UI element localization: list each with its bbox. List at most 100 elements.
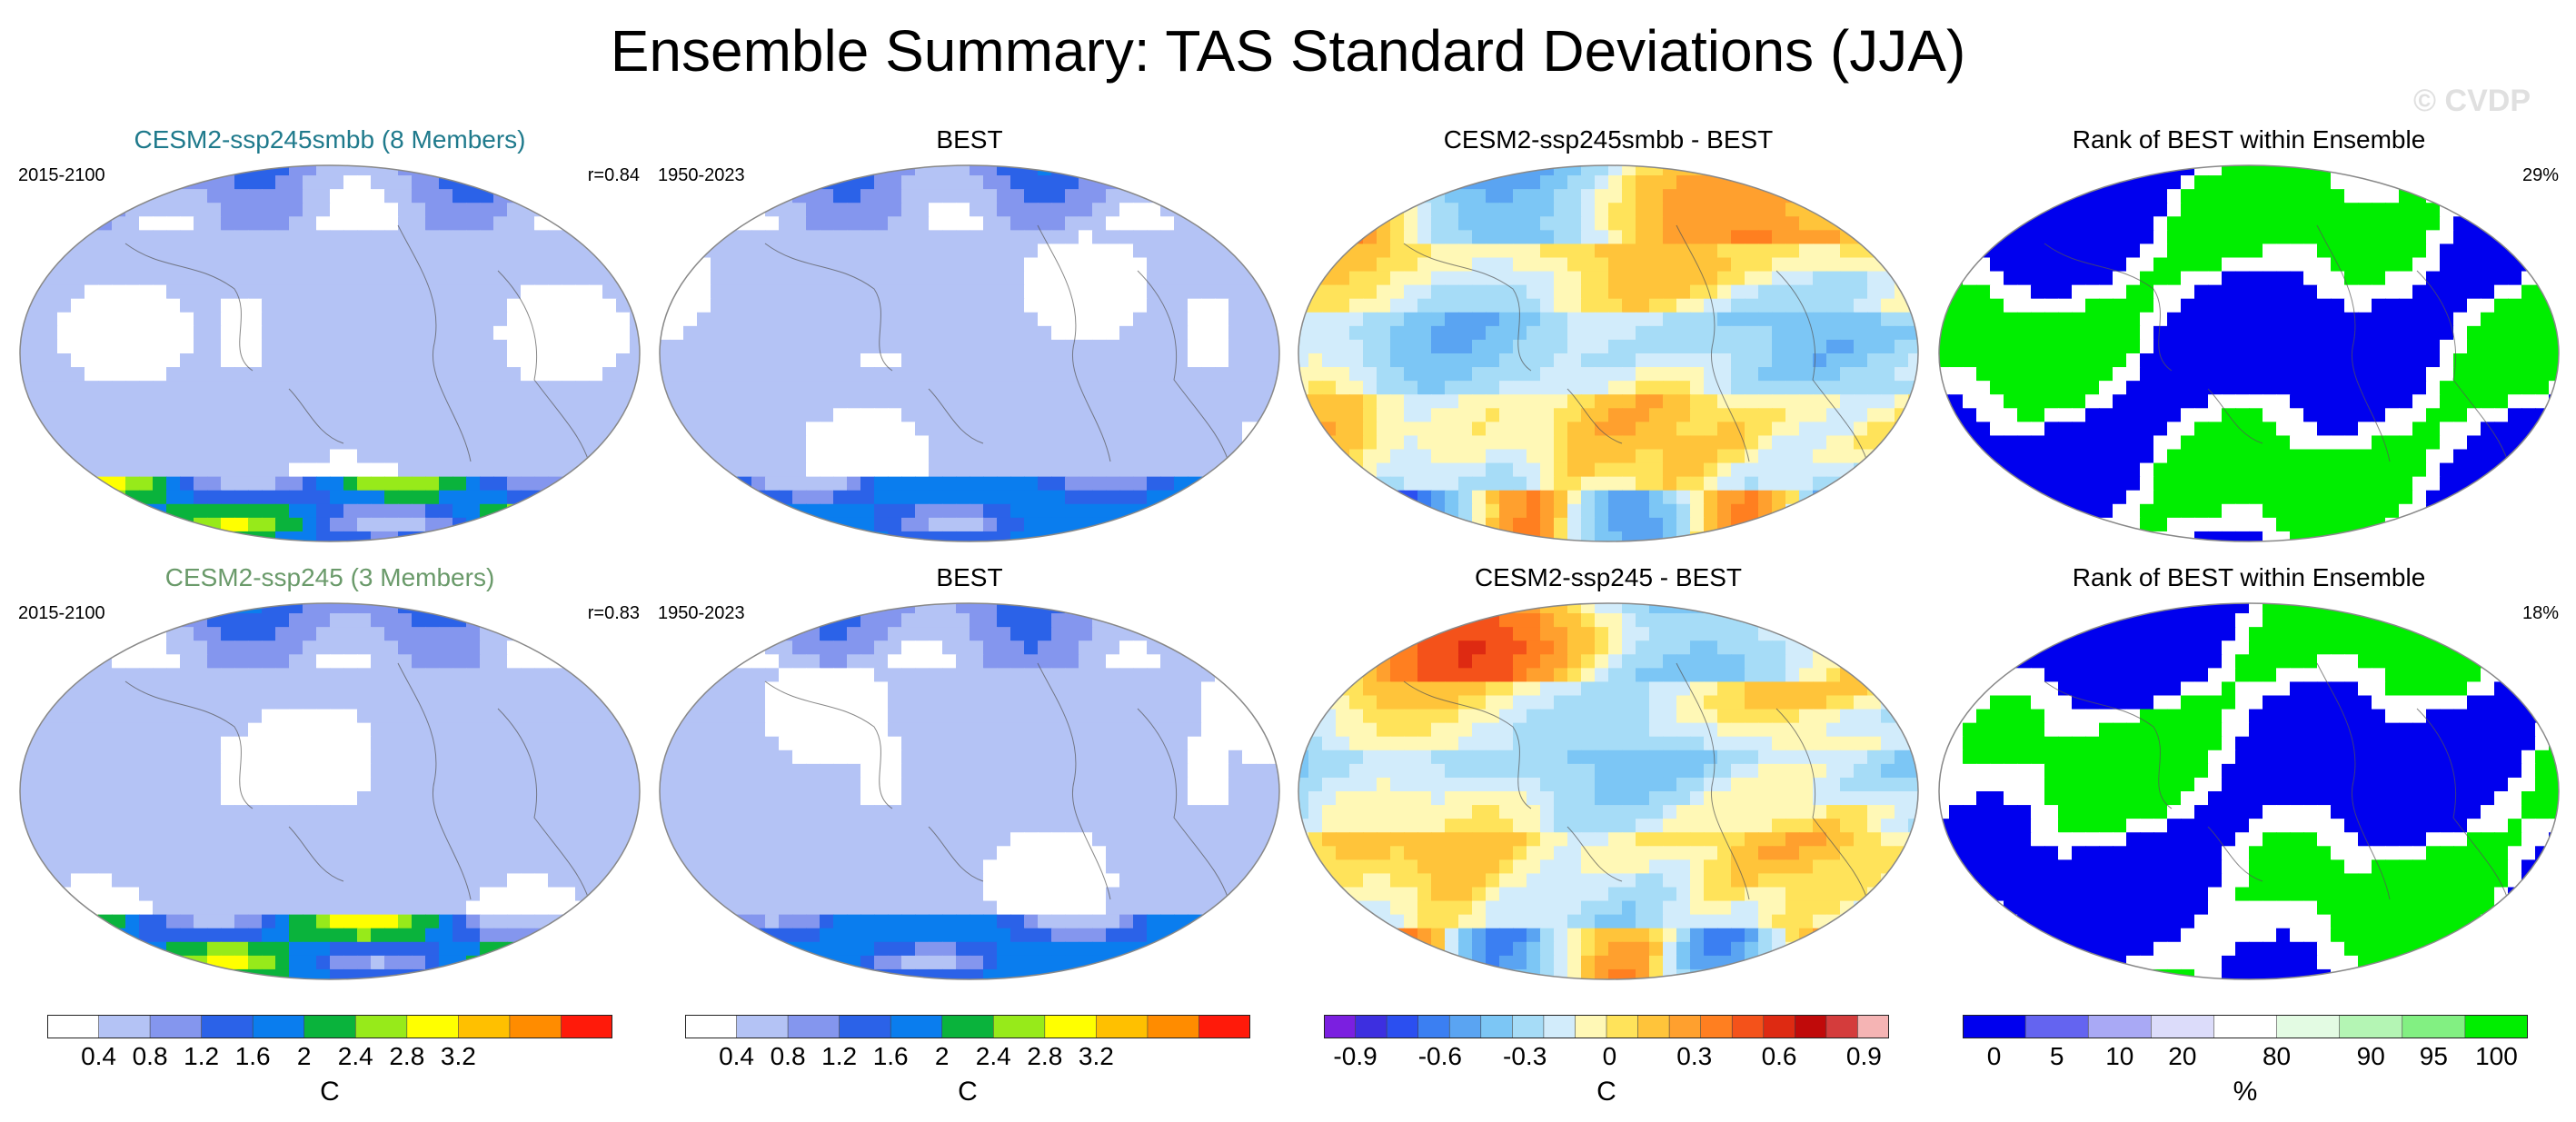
map-cell <box>384 394 399 410</box>
map-cell <box>779 339 793 354</box>
map-cell <box>194 216 208 232</box>
map-cell <box>180 394 194 410</box>
map-cell <box>2276 353 2291 368</box>
map-cell <box>2508 476 2522 491</box>
map-cell <box>521 203 535 218</box>
map-cell <box>1867 175 1882 190</box>
map-cell <box>1322 449 1337 464</box>
map-cell <box>371 175 385 190</box>
map-cell <box>2044 243 2059 259</box>
map-cell <box>1106 367 1120 382</box>
map-cell <box>153 165 167 176</box>
map-cell <box>166 230 181 245</box>
map-cell <box>30 189 45 204</box>
map-cell <box>2263 381 2277 396</box>
map-cell <box>630 230 640 245</box>
map-cell <box>1513 408 1527 423</box>
map-cell <box>2113 462 2127 478</box>
map-cell <box>2426 298 2441 313</box>
map-cell <box>139 325 154 341</box>
map-cell <box>425 189 440 204</box>
map-cell <box>1486 216 1500 232</box>
map-cell <box>384 325 399 341</box>
map-cell <box>2358 367 2372 382</box>
map-cell <box>1215 230 1229 245</box>
map-cell <box>1881 435 1895 451</box>
map-cell <box>316 243 331 259</box>
map-cell <box>303 203 317 218</box>
map-cell <box>1147 203 1161 218</box>
map-cell <box>847 189 861 204</box>
map-cell <box>2344 353 2359 368</box>
map-cell <box>2113 394 2127 410</box>
map-cell <box>2072 216 2086 232</box>
map-cell <box>1513 189 1527 204</box>
map-cell <box>1608 325 1623 341</box>
map-cell <box>915 175 930 190</box>
map-cell <box>2440 449 2454 464</box>
map-cell <box>970 490 984 505</box>
map-cell <box>1201 449 1216 464</box>
map-cell <box>521 517 535 532</box>
map-cell <box>1540 353 1555 368</box>
map-cell <box>983 271 998 286</box>
map-cell <box>738 531 752 541</box>
map-cell <box>562 490 576 505</box>
map-cell <box>44 435 58 451</box>
map-cell <box>2153 257 2168 273</box>
map-cell <box>2072 325 2086 341</box>
map-cell <box>1458 230 1473 245</box>
map-cell <box>180 257 194 273</box>
map-cell <box>860 422 875 437</box>
map-cell <box>929 490 943 505</box>
map-cell <box>384 531 399 541</box>
map-cell <box>2467 230 2482 245</box>
map-cell <box>806 312 821 327</box>
map-cell <box>2031 367 2045 382</box>
map-cell <box>1322 243 1337 259</box>
map-cell <box>2521 312 2536 327</box>
map-cell <box>507 325 522 341</box>
map-cell <box>630 271 640 286</box>
map-cell <box>330 394 344 410</box>
map-cell <box>942 298 957 313</box>
map-cell <box>1215 476 1229 491</box>
map-cell <box>2494 230 2509 245</box>
map-cell <box>1336 325 1350 341</box>
map-cell <box>534 216 549 232</box>
map-cell <box>1404 408 1418 423</box>
map-cell <box>2249 339 2263 354</box>
map-cell <box>1119 503 1134 519</box>
map-cell <box>166 216 181 232</box>
map-cell <box>697 284 711 300</box>
map-cell <box>98 175 113 190</box>
map-cell <box>929 325 943 341</box>
map-cell <box>2535 408 2550 423</box>
map-cell <box>2494 257 2509 273</box>
map-cell <box>2031 435 2045 451</box>
map-cell <box>1513 257 1527 273</box>
map-cell <box>2222 230 2236 245</box>
map-cell <box>1636 284 1650 300</box>
map-cell <box>2017 449 2032 464</box>
map-cell <box>1690 325 1705 341</box>
map-cell <box>1486 271 1500 286</box>
map-cell <box>670 490 684 505</box>
map-cell <box>751 216 766 232</box>
map-cell <box>751 353 766 368</box>
map-cell <box>1717 298 1732 313</box>
map-cell <box>1404 490 1418 505</box>
map-cell <box>1567 271 1582 286</box>
map-cell <box>915 435 930 451</box>
map-cell <box>194 353 208 368</box>
map-cell <box>221 394 235 410</box>
map-cell <box>874 517 889 532</box>
map-cell <box>833 216 848 232</box>
map-cell <box>2031 422 2045 437</box>
map-cell <box>1649 257 1664 273</box>
map-cell <box>2440 394 2454 410</box>
map-cell <box>860 312 875 327</box>
map-cell <box>1188 257 1202 273</box>
map-cell <box>30 531 45 541</box>
map-cell <box>2222 271 2236 286</box>
